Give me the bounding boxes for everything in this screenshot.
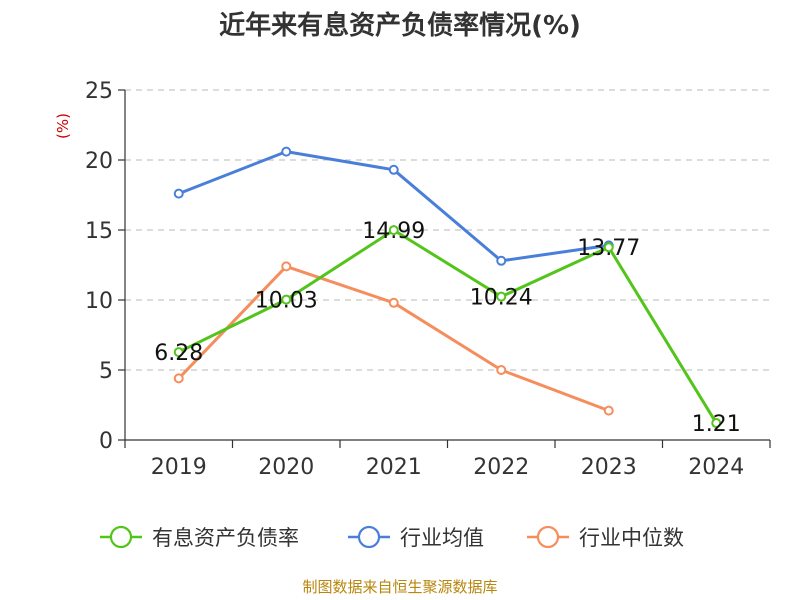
x-tick-label-2020: 2020 [258, 455, 314, 480]
legend-label-0: 有息资产负债率 [152, 526, 299, 550]
legend-item-2: 行业中位数 [527, 525, 684, 550]
axes: 0 5 10 15 20 25 2019 2020 2021 2022 2023 2024 [85, 79, 771, 480]
data-label-2022: 10.24 [470, 286, 533, 311]
series-point-0-2020 [281, 294, 292, 305]
data-label-2024: 1.21 [692, 412, 741, 437]
x-tick-label-2024: 2024 [688, 455, 744, 480]
y-tick-label-0: 0 [99, 429, 113, 454]
series-line-2 [177, 264, 610, 413]
series-point-1-2022 [496, 255, 507, 266]
series-point-2-2022 [496, 365, 507, 375]
series-point-0-2022 [496, 291, 507, 302]
chart-title: 近年来有息资产负债率情况(%) [219, 10, 581, 41]
series-2 [173, 261, 614, 416]
series-point-2-2020 [281, 261, 292, 272]
legend: 有息资产负债率 行业均值 行业中位数 [100, 525, 684, 550]
y-tick-label-25: 25 [85, 79, 113, 104]
series-point-1-2021 [388, 164, 399, 175]
series-point-0-2021 [388, 225, 399, 236]
legend-item-1: 行业均值 [348, 525, 484, 550]
gridlines [125, 89, 770, 371]
series-point-1-2020 [281, 146, 292, 157]
y-tick-label-5: 5 [99, 359, 113, 384]
legend-item-0: 有息资产负债率 [100, 525, 299, 550]
data-label-2019: 6.28 [154, 341, 203, 366]
y-tick-label-20: 20 [85, 149, 113, 174]
series-0 [173, 225, 722, 429]
series-point-2-2019 [173, 373, 184, 384]
y-tick-label-10: 10 [85, 289, 113, 314]
data-label-2023: 13.77 [577, 236, 640, 261]
x-tick-label-2021: 2021 [366, 455, 422, 480]
legend-marker-1 [357, 525, 381, 549]
legend-label-2: 行业中位数 [579, 526, 684, 550]
series-layer [173, 146, 722, 429]
x-tick-label-2022: 2022 [473, 455, 529, 480]
data-label-2021: 14.99 [362, 219, 425, 244]
series-point-2-2023 [603, 405, 614, 416]
x-tick-label-2019: 2019 [151, 455, 207, 480]
y-tick-label-15: 15 [85, 219, 113, 244]
legend-label-1: 行业均值 [400, 526, 484, 550]
series-point-0-2023 [603, 242, 614, 253]
series-point-1-2019 [173, 188, 184, 199]
series-point-0-2019 [173, 347, 184, 358]
legend-marker-0 [109, 525, 133, 549]
data-labels: 6.28 10.03 14.99 10.24 13.77 1.21 [154, 219, 740, 437]
series-line-0 [178, 228, 718, 424]
x-tick-label-2023: 2023 [581, 455, 637, 480]
series-point-0-2024 [711, 418, 722, 429]
series-point-2-2021 [388, 297, 399, 308]
legend-marker-2 [536, 525, 560, 549]
source-note: 制图数据来自恒生聚源数据库 [302, 578, 497, 596]
y-axis-unit-label: (%) [54, 113, 72, 139]
series-1 [173, 146, 614, 266]
data-label-2020: 10.03 [255, 289, 318, 314]
